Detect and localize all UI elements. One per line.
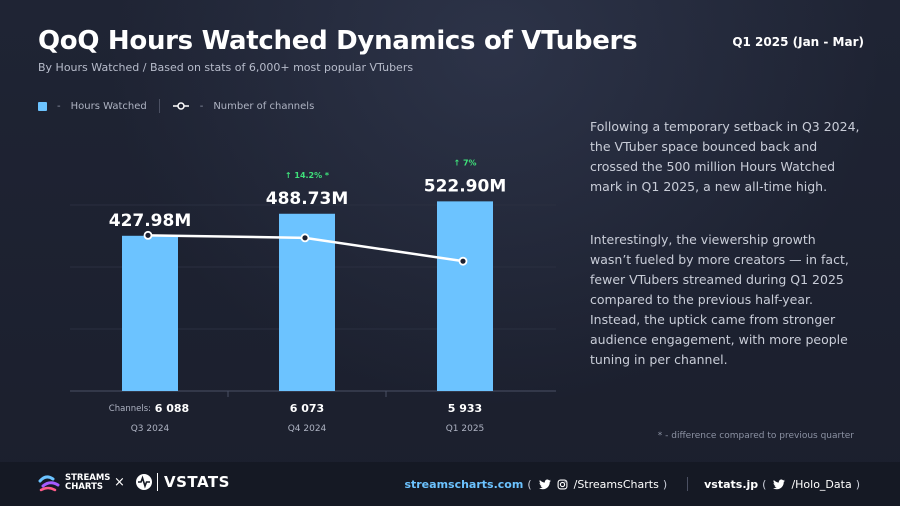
streamscharts-handle[interactable]: /StreamsCharts [573,477,659,491]
close-paren: ) [855,477,860,491]
twitter-icon[interactable] [773,479,786,490]
channel-count-label: 6 073 [290,402,324,415]
footer: STREAMS CHARTS × VSTATS streamscharts.co… [0,462,900,506]
bar-hours-watched [279,213,335,391]
page-subtitle: By Hours Watched / Based on stats of 6,0… [38,61,414,74]
channel-count-label: 5 933 [448,402,482,415]
legend-hours-label: Hours Watched [70,100,147,112]
legend-dash: - [57,100,61,112]
footer-links: streamscharts.com ( /StreamsCharts ) vst… [404,477,864,491]
brand-line-1: STREAMS [65,473,111,483]
hours-watched-swatch [38,101,47,111]
vstats-wordmark: VSTATS [164,473,230,491]
vstats-logo-icon [136,474,152,490]
growth-label: ↑ 14.2% * [285,171,330,180]
x-tick-label: Q4 2024 [288,424,327,434]
open-paren: ( [527,477,532,491]
times-sign: × [114,475,125,490]
bar-hours-watched [437,201,493,391]
open-paren: ( [762,477,767,491]
vstats-divider [157,473,158,491]
brand-line-2: CHARTS [65,482,104,492]
bar-value-label: 427.98M [109,211,192,231]
streamscharts-logo-icon [38,475,60,492]
twitter-icon[interactable] [538,479,551,490]
description-paragraph-2: Interestingly, the viewership growth was… [590,232,849,367]
footnote: * - difference compared to previous quar… [657,431,854,441]
bar-hours-watched [122,235,178,391]
x-tick-label: Q1 2025 [446,424,485,434]
legend-separator [158,99,160,113]
x-tick-label: Q3 2024 [131,424,170,434]
footer-separator [687,477,689,491]
streamscharts-logo[interactable]: STREAMS CHARTS [38,473,110,493]
channels-line-point [143,230,153,240]
bar-line-chart: 427.98M Q3 2024 6 088 488.73M ↑ 14.2% * Q4 20… [70,158,556,434]
channels-line-point [300,233,310,243]
growth-label: ↑ 7% [453,158,476,167]
page-title: QoQ Hours Watched Dynamics of VTubers [38,26,638,56]
close-paren: ) [662,477,668,491]
vstats-handle[interactable]: /Holo_Data [791,477,852,491]
line-marker-icon [172,102,189,110]
legend-channels-label: Number of channels [213,100,315,112]
instagram-icon[interactable] [557,479,568,490]
bar-value-label: 488.73M [266,189,349,209]
bar-value-label: 522.90M [424,176,507,196]
period-label: Q1 2025 (Jan - Mar) [732,35,864,49]
channels-prefix-label: Channels: [109,404,151,414]
vstats-logo[interactable]: VSTATS [135,473,230,491]
description-paragraph-1: Following a temporary setback in Q3 2024… [590,119,860,194]
channel-count-label: 6 088 [155,402,189,415]
channels-line-point [458,256,468,266]
streamscharts-site-link[interactable]: streamscharts.com [404,477,524,491]
legend-dash: - [199,100,204,112]
vstats-site-link[interactable]: vstats.jp [704,477,759,491]
chart-legend: - Hours Watched - Number of channels [38,99,314,113]
